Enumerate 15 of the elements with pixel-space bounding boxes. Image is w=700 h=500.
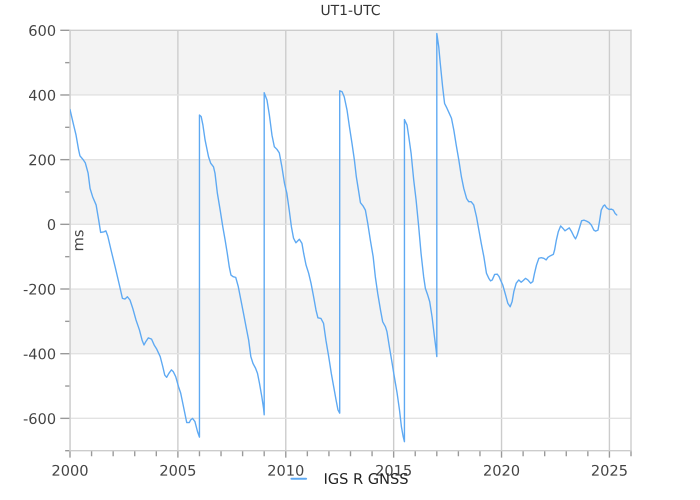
x-tick-label: 2000	[52, 464, 88, 476]
x-tick-label: 2025	[592, 464, 627, 476]
y-tick-label: 600	[29, 25, 56, 36]
x-tick-label: 2010	[268, 464, 304, 476]
y-tick-label: -400	[24, 348, 56, 360]
x-tick-label: 2020	[484, 464, 520, 476]
y-tick-label: 400	[28, 90, 56, 101]
line-series	[70, 32, 618, 442]
y-axis-title: ms	[75, 230, 84, 250]
x-tick-label: 2005	[160, 464, 196, 476]
y-tick-label: 0	[48, 219, 56, 230]
y-tick-label: -200	[24, 284, 56, 295]
chart-title: UT1-UTC	[322, 4, 380, 16]
y-tick-label: 200	[29, 154, 56, 166]
y-tick-label: -600	[24, 413, 56, 424]
